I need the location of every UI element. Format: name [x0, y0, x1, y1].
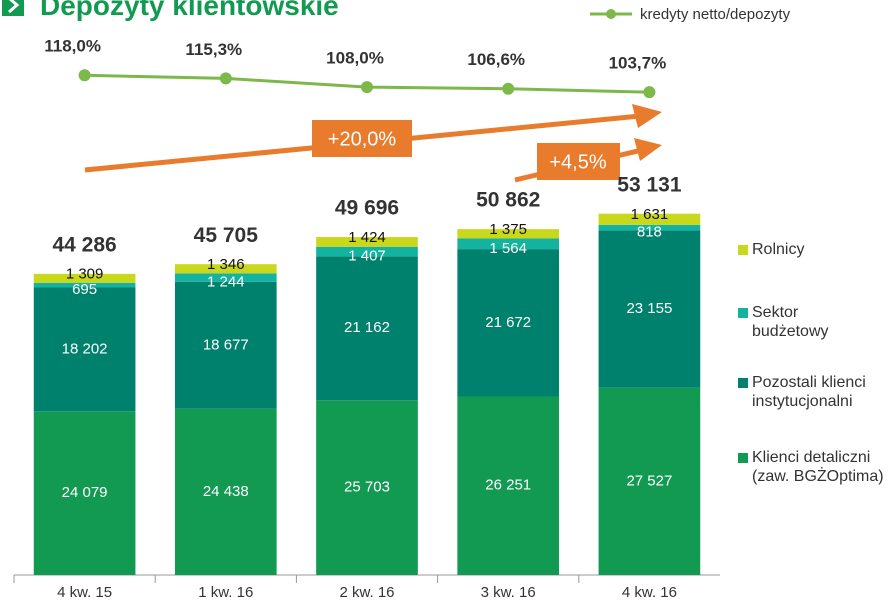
ratio-label: 103,7%	[609, 54, 667, 73]
data-label: 1 631	[631, 206, 669, 223]
arrows: +20,0% +4,5%	[84, 104, 662, 183]
legend-item: Pozostali klienci instytucjonalni	[738, 373, 882, 411]
data-label: 1 424	[348, 229, 386, 246]
legend-swatch	[738, 308, 748, 318]
data-label: 1 346	[207, 256, 245, 273]
legend-swatch	[738, 378, 748, 388]
total-label: 53 131	[617, 173, 682, 196]
bar-segment	[33, 273, 136, 283]
x-tick-label: 2 kw. 16	[339, 584, 394, 601]
bar-segment	[33, 411, 136, 575]
total-label: 49 696	[335, 197, 399, 220]
bar-segment	[598, 213, 701, 225]
ratio-label: 118,0%	[44, 37, 101, 56]
data-label: 1 564	[489, 240, 527, 257]
ratio-label: 115,3%	[185, 40, 242, 59]
annotation-box	[312, 120, 412, 157]
bar-segment	[457, 229, 560, 239]
data-label: 1 309	[66, 265, 104, 282]
chart-title: Depozyty klientowskie	[40, 0, 339, 21]
data-label: 1 375	[489, 221, 527, 238]
data-label: 26 251	[485, 477, 531, 494]
annotation-box	[537, 143, 620, 180]
bar-segment	[33, 282, 136, 288]
x-tick-label: 3 kw. 16	[481, 584, 536, 601]
ratio-label: 106,6%	[467, 50, 525, 69]
bar-segment	[33, 287, 136, 412]
bar-segment	[316, 246, 418, 257]
data-label: 1 407	[348, 248, 386, 265]
ratio-point	[78, 69, 91, 82]
data-label: 818	[637, 224, 662, 241]
title-icon-arrow	[8, 0, 20, 14]
legend-label: kredyty netto/depozyty	[640, 6, 791, 23]
legend-label: Sektor budżetowy	[752, 304, 829, 340]
legend-swatch	[738, 245, 748, 255]
legend-label: Rolnicy	[752, 241, 805, 258]
data-label: 18 202	[62, 340, 108, 357]
arrow-head	[634, 138, 662, 161]
legend-item: Rolnicy	[738, 240, 872, 259]
data-label: 23 155	[626, 300, 672, 317]
bar-segment	[598, 224, 701, 231]
legend-item: Klienci detaliczni (zaw. BGŻOptima)	[738, 448, 889, 486]
total-label: 45 705	[194, 224, 259, 247]
arrow-head	[632, 104, 662, 128]
bar-segment	[316, 256, 418, 401]
x-tick-label: 1 kw. 16	[198, 584, 253, 601]
total-label: 44 286	[52, 233, 116, 256]
bar-segment	[174, 281, 277, 409]
annotation: +4,5%	[549, 151, 606, 173]
data-label: 27 527	[626, 472, 672, 489]
ratio-point	[643, 86, 656, 99]
bar-segment	[457, 249, 560, 397]
x-tick-label: 4 kw. 15	[57, 584, 112, 601]
legend-label: Klienci detaliczni (zaw. BGŻOptima)	[752, 449, 884, 485]
annotation: +20,0%	[328, 128, 397, 150]
bar-segment	[316, 237, 418, 247]
data-label: 18 677	[203, 336, 249, 353]
ratio-point	[502, 82, 515, 95]
data-label: 1 244	[207, 274, 245, 291]
x-tick-label: 4 kw. 16	[622, 584, 677, 601]
bar-segment	[174, 273, 277, 282]
legend-label: Pozostali klienci instytucjonalni	[752, 374, 866, 410]
data-label: 21 672	[485, 314, 531, 331]
legend-item: Sektor budżetowy	[738, 303, 852, 341]
bar-segment	[598, 387, 701, 575]
bar-segment	[174, 408, 277, 575]
bar-segment	[457, 396, 560, 575]
bar-segment	[316, 400, 418, 575]
data-label: 21 162	[344, 319, 390, 336]
legend-marker	[606, 9, 616, 19]
ratio-point	[361, 81, 373, 94]
data-label: 25 703	[344, 479, 390, 496]
data-label: 695	[72, 281, 97, 298]
ratio-point	[219, 72, 232, 85]
bar-segment	[174, 264, 277, 274]
ratio-label: 108,0%	[326, 49, 384, 68]
data-label: 24 079	[62, 484, 108, 501]
legend-swatch	[738, 453, 748, 463]
data-label: 24 438	[203, 483, 249, 500]
total-label: 50 862	[476, 189, 540, 212]
bar-segment	[457, 238, 560, 250]
bar-segment	[598, 230, 701, 388]
